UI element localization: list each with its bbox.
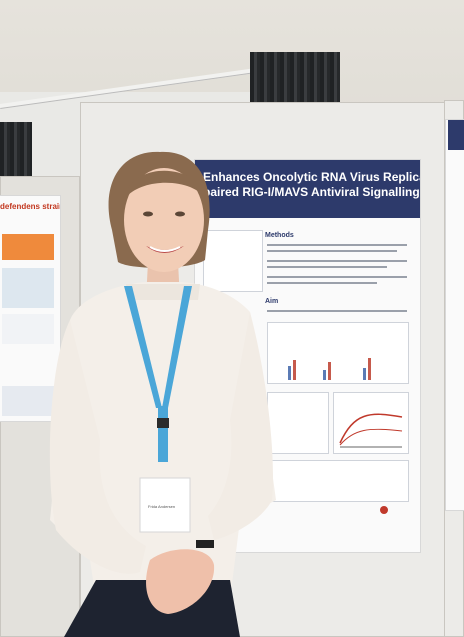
hair-top (124, 170, 206, 200)
lanyard-strap (158, 406, 168, 462)
methods-heading: Methods (265, 232, 294, 239)
bar-chart-small (267, 392, 329, 454)
eye-right (175, 211, 185, 217)
left-poster-title: defendens strains (0, 202, 60, 211)
text-line (267, 310, 407, 312)
right-poster-header (448, 120, 464, 150)
chart-bar (293, 360, 296, 380)
pathway-diagram (203, 230, 263, 292)
left-poster-orange-box (2, 234, 54, 260)
hands (146, 549, 215, 614)
text-line (267, 276, 407, 278)
teeth (149, 246, 181, 252)
lanyard-right (162, 286, 192, 408)
text-line (267, 266, 387, 268)
curtain-left (0, 122, 32, 182)
poster-title-line2: paired RIG-I/MAVS Antiviral Signalling (203, 185, 420, 199)
bar-chart-panel (267, 322, 409, 384)
left-poster-text (2, 314, 54, 344)
left-poster-references (2, 386, 54, 416)
lanyard-clip (157, 418, 169, 428)
chart-bar (368, 358, 371, 380)
left-poster-diagram (2, 268, 54, 308)
mouth (146, 246, 184, 253)
text-line (267, 260, 407, 262)
aim-heading: Aim (265, 298, 279, 305)
chart-bar (288, 366, 291, 380)
poster-title-line1: Enhances Oncolytic RNA Virus Replication… (203, 170, 420, 184)
name-badge (139, 477, 191, 533)
text-line (267, 282, 377, 284)
poster-title: Enhances Oncolytic RNA Virus Replication… (203, 170, 420, 200)
chart-bar (323, 370, 326, 380)
watch (196, 540, 214, 548)
chart-bar (363, 368, 366, 380)
right-poster (446, 120, 464, 510)
left-poster: defendens strains (0, 196, 60, 421)
line-chart (333, 392, 409, 454)
results-text (267, 460, 409, 502)
sleeve-right (208, 312, 274, 540)
collar (126, 284, 200, 300)
chart-bar (328, 362, 331, 380)
text-line (267, 244, 407, 246)
logo-icon (380, 506, 388, 514)
line-chart-svg (339, 413, 403, 448)
badge-name: Frida Andersen (148, 504, 176, 509)
lanyard-left (124, 286, 162, 408)
poster-header: Enhances Oncolytic RNA Virus Replication… (195, 160, 420, 218)
eye-left (143, 211, 153, 217)
text-line (267, 250, 397, 252)
sleeve-left (49, 320, 146, 574)
